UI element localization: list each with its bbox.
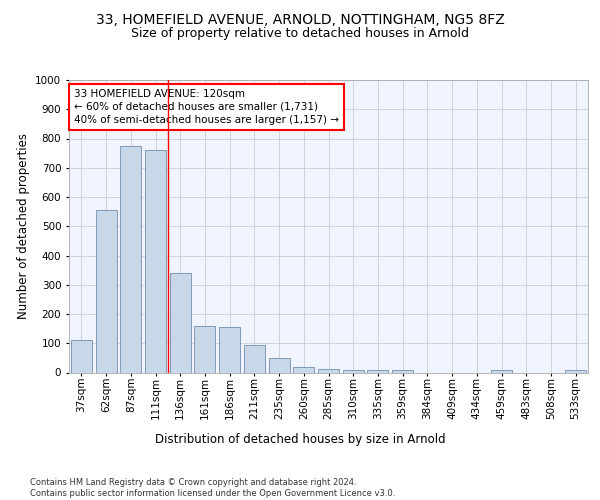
Text: Size of property relative to detached houses in Arnold: Size of property relative to detached ho… [131,28,469,40]
Bar [219,327,240,372]
Bar [194,326,215,372]
Bar [170,273,191,372]
Text: Distribution of detached houses by size in Arnold: Distribution of detached houses by size … [155,432,445,446]
Text: 33 HOMEFIELD AVENUE: 120sqm
← 60% of detached houses are smaller (1,731)
40% of : 33 HOMEFIELD AVENUE: 120sqm ← 60% of det… [74,89,339,125]
Bar [120,146,141,372]
Bar [71,340,92,372]
Bar [244,344,265,372]
Text: 33, HOMEFIELD AVENUE, ARNOLD, NOTTINGHAM, NG5 8FZ: 33, HOMEFIELD AVENUE, ARNOLD, NOTTINGHAM… [95,12,505,26]
Bar [145,150,166,372]
Bar [269,358,290,372]
Bar [293,366,314,372]
Bar [343,370,364,372]
Bar [318,368,339,372]
Y-axis label: Number of detached properties: Number of detached properties [17,133,29,320]
Bar [565,370,586,372]
Bar [392,370,413,372]
Bar [95,210,116,372]
Bar [491,370,512,372]
Bar [367,370,388,372]
Text: Contains HM Land Registry data © Crown copyright and database right 2024.
Contai: Contains HM Land Registry data © Crown c… [30,478,395,498]
